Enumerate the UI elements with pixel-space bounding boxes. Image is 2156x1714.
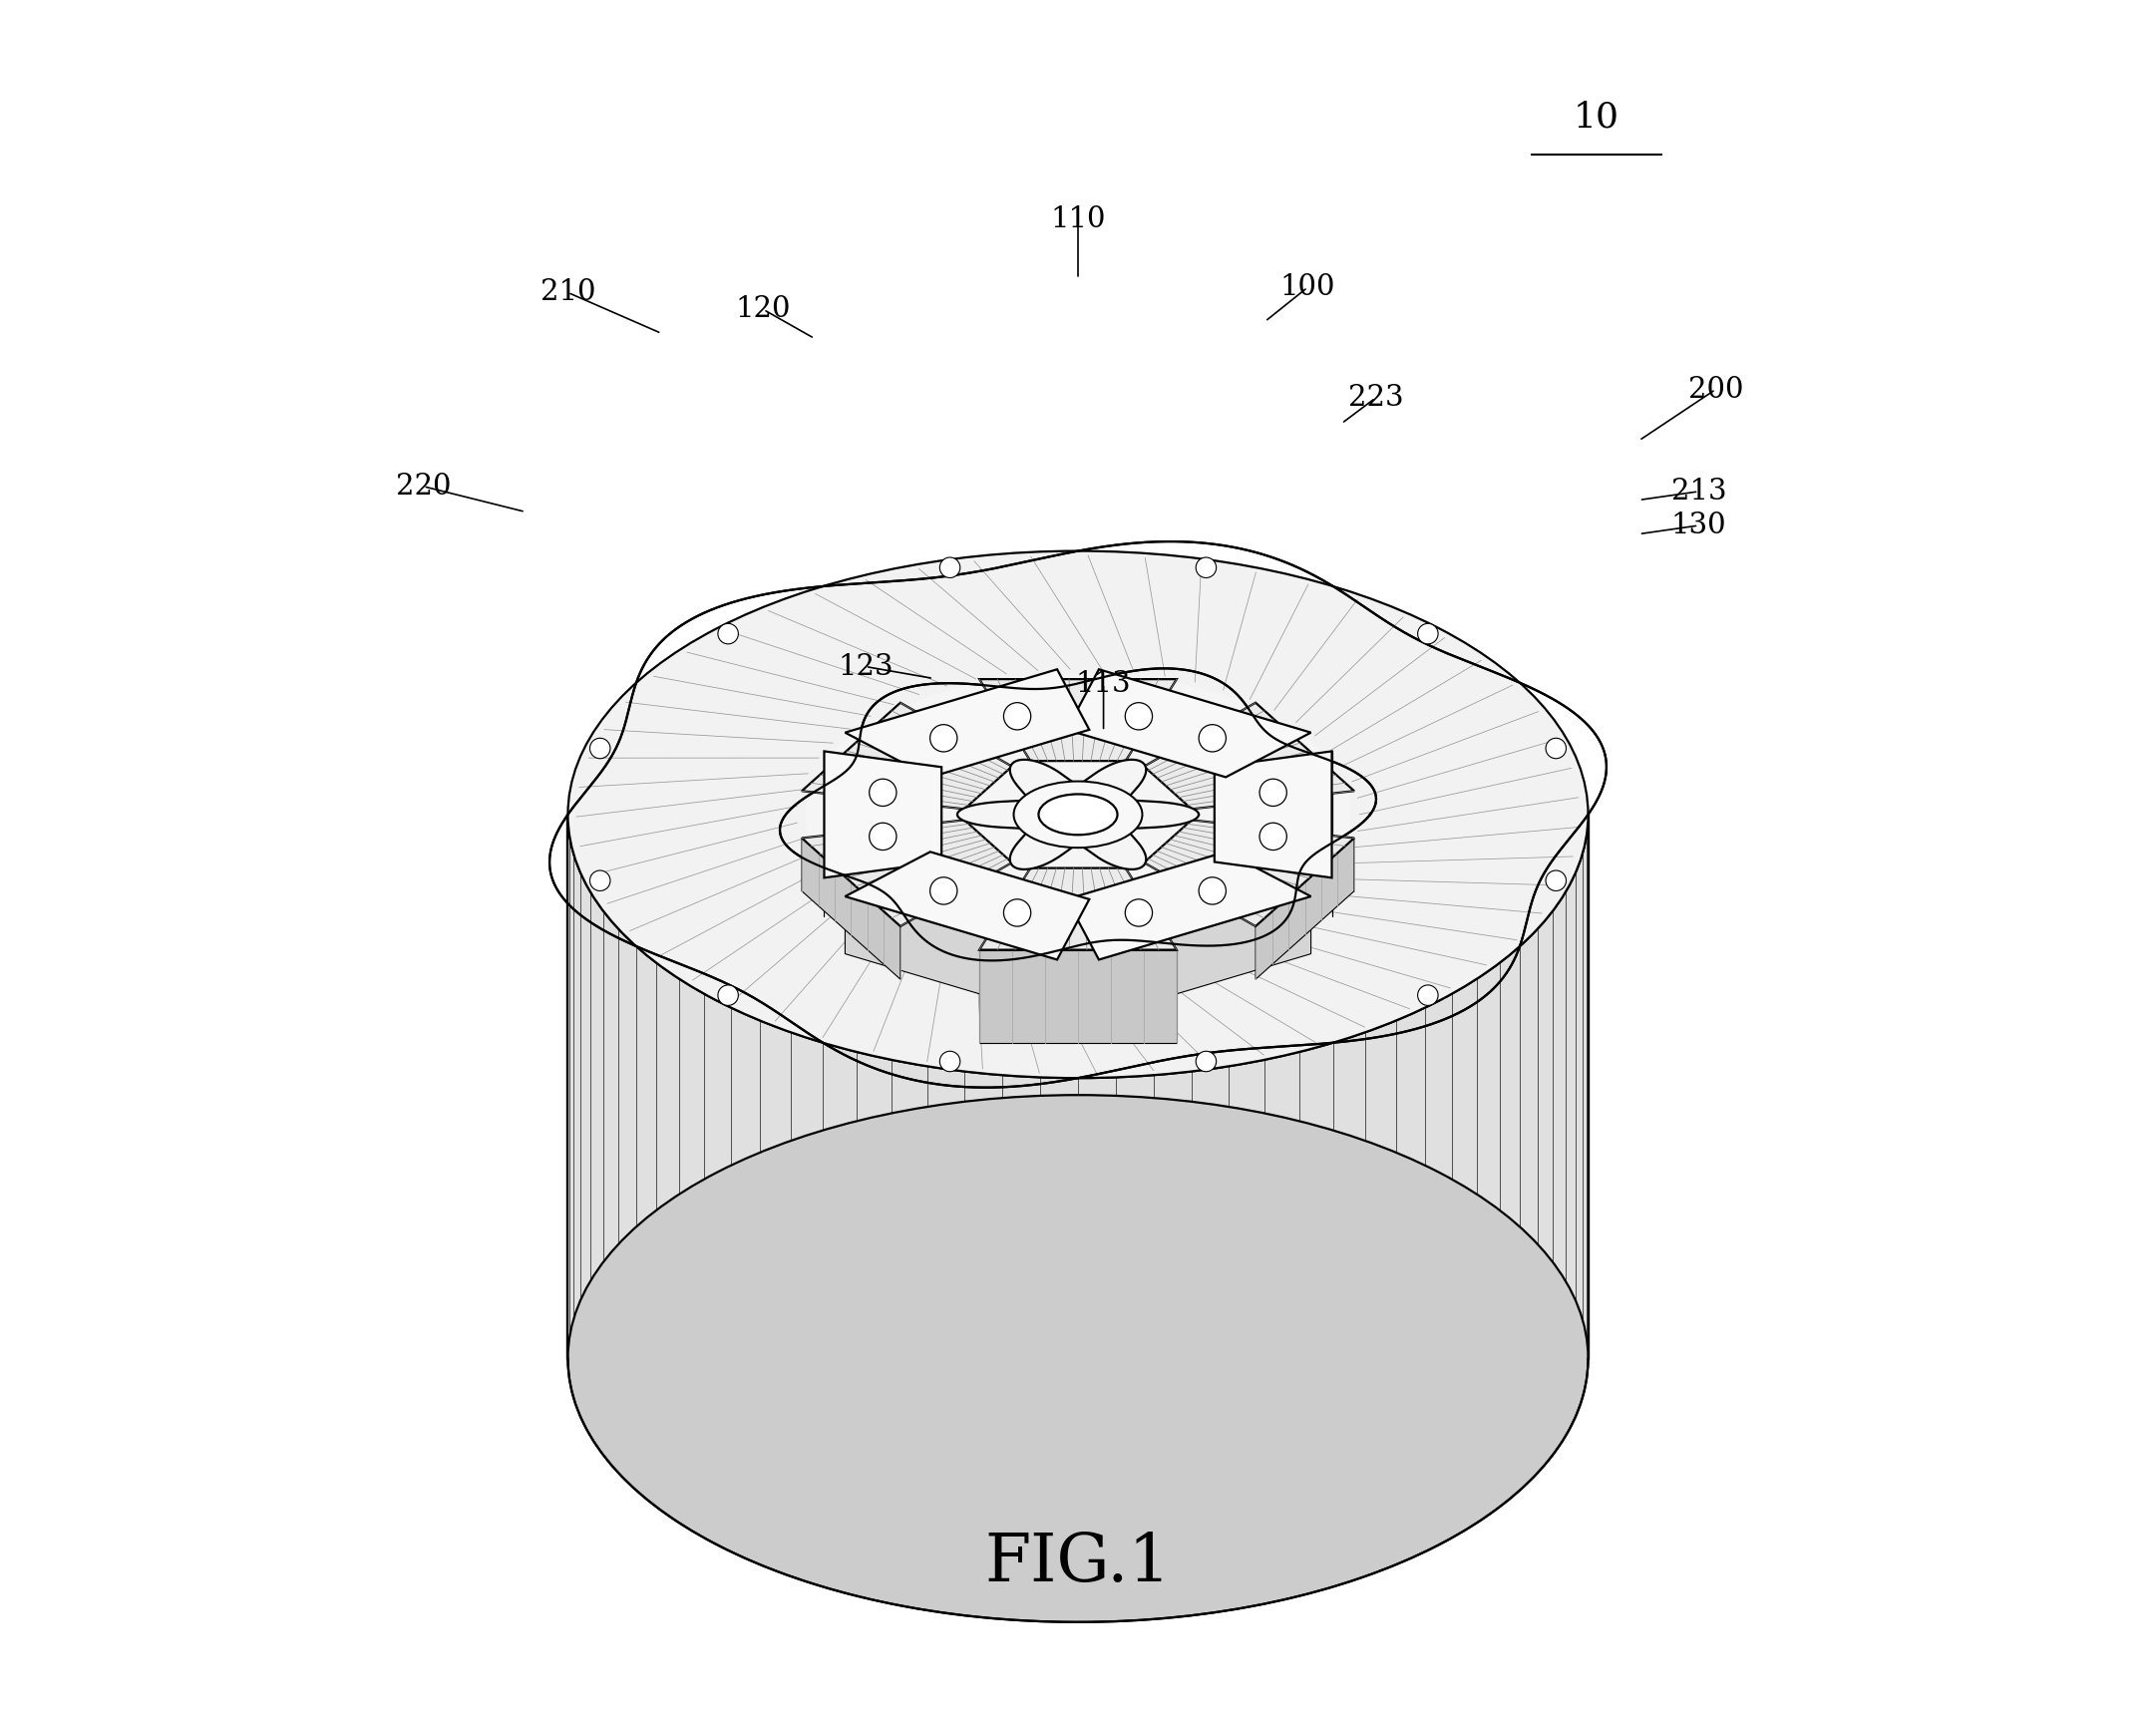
Text: 220: 220 — [397, 473, 451, 500]
Polygon shape — [957, 759, 1199, 869]
Polygon shape — [802, 838, 901, 979]
Text: 123: 123 — [839, 653, 893, 680]
Circle shape — [1197, 557, 1216, 578]
Ellipse shape — [1013, 782, 1143, 848]
Polygon shape — [1145, 703, 1354, 809]
Polygon shape — [1255, 838, 1354, 979]
Circle shape — [929, 878, 957, 905]
Circle shape — [591, 739, 610, 759]
Text: 200: 200 — [1688, 375, 1744, 403]
Circle shape — [940, 557, 959, 578]
Ellipse shape — [567, 550, 1589, 1078]
Circle shape — [1197, 1051, 1216, 1071]
Circle shape — [1005, 900, 1031, 926]
Polygon shape — [802, 703, 1011, 809]
Circle shape — [1125, 900, 1151, 926]
Polygon shape — [979, 867, 1177, 950]
Ellipse shape — [1039, 794, 1117, 835]
Circle shape — [1199, 725, 1227, 752]
Ellipse shape — [567, 1095, 1589, 1621]
Polygon shape — [845, 852, 1089, 960]
Circle shape — [1419, 624, 1438, 644]
Circle shape — [1259, 823, 1287, 850]
Circle shape — [718, 986, 737, 1006]
Text: FIG.1: FIG.1 — [985, 1531, 1171, 1596]
Text: 113: 113 — [1076, 670, 1132, 698]
Circle shape — [1546, 871, 1565, 891]
Text: 100: 100 — [1281, 274, 1335, 302]
Circle shape — [1199, 878, 1227, 905]
Text: 110: 110 — [1050, 206, 1106, 233]
Polygon shape — [845, 670, 1089, 776]
Polygon shape — [979, 950, 1177, 1044]
Polygon shape — [1145, 819, 1354, 926]
Text: 210: 210 — [541, 279, 595, 307]
Text: 130: 130 — [1671, 511, 1727, 540]
Circle shape — [1005, 703, 1031, 730]
Polygon shape — [979, 679, 1177, 761]
Circle shape — [1125, 703, 1151, 730]
Ellipse shape — [804, 674, 1352, 955]
Circle shape — [869, 823, 897, 850]
Circle shape — [1546, 739, 1565, 759]
Polygon shape — [1067, 852, 1311, 960]
Circle shape — [591, 871, 610, 891]
Polygon shape — [1214, 751, 1332, 878]
Circle shape — [718, 624, 737, 644]
Polygon shape — [1100, 896, 1311, 1016]
Polygon shape — [567, 814, 1589, 1621]
Text: 213: 213 — [1671, 478, 1727, 506]
Circle shape — [940, 1051, 959, 1071]
Polygon shape — [824, 751, 942, 878]
Text: 223: 223 — [1348, 384, 1404, 411]
Text: 120: 120 — [735, 295, 791, 324]
Circle shape — [929, 725, 957, 752]
Text: 10: 10 — [1574, 101, 1619, 134]
Polygon shape — [1067, 670, 1311, 776]
Circle shape — [1259, 778, 1287, 806]
Circle shape — [869, 778, 897, 806]
Polygon shape — [802, 819, 1011, 926]
Circle shape — [1419, 986, 1438, 1006]
Polygon shape — [845, 896, 1056, 1016]
